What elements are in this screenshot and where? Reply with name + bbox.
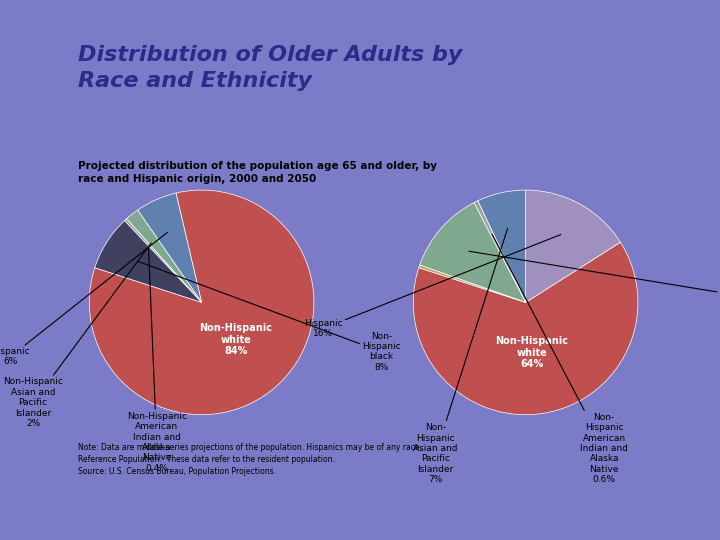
Text: Non-
Hispanic
black
8%: Non- Hispanic black 8% [138, 261, 400, 372]
Wedge shape [125, 219, 202, 302]
Wedge shape [89, 190, 314, 415]
Wedge shape [95, 221, 202, 302]
Wedge shape [478, 190, 526, 302]
Text: Hispanic
6%: Hispanic 6% [0, 232, 168, 366]
Text: Note: Data are middle-series projections of the population. Hispanics may be of : Note: Data are middle-series projections… [78, 443, 422, 476]
Text: Non-
Hispanic
Asian and
Pacific
Islander
7%: Non- Hispanic Asian and Pacific Islander… [413, 228, 508, 484]
Wedge shape [127, 210, 202, 302]
Text: Non-Hispanic
white
64%: Non-Hispanic white 64% [495, 336, 568, 369]
Wedge shape [419, 265, 526, 302]
Wedge shape [138, 193, 202, 302]
Text: Non-Hispanic
white
84%: Non-Hispanic white 84% [199, 323, 272, 356]
Text: 2000: 2000 [210, 212, 248, 226]
Text: 2050: 2050 [523, 212, 562, 226]
Wedge shape [413, 242, 638, 415]
Wedge shape [420, 202, 526, 302]
Wedge shape [474, 201, 526, 302]
Text: Non-
Hispanic
black
12%: Non- Hispanic black 12% [469, 251, 720, 316]
Text: Non-Hispanic
Asian and
Pacific
Islander
2%: Non-Hispanic Asian and Pacific Islander … [3, 243, 151, 428]
Text: Non-Hispanic
American
Indian and
Alaska
Native
0.4%: Non-Hispanic American Indian and Alaska … [127, 247, 186, 473]
Text: Distribution of Older Adults by
Race and Ethnicity: Distribution of Older Adults by Race and… [78, 45, 462, 91]
Text: Hispanic
16%: Hispanic 16% [304, 234, 561, 338]
Text: Projected distribution of the population age 65 and older, by
race and Hispanic : Projected distribution of the population… [78, 161, 437, 185]
Text: Non-
Hispanic
American
Indian and
Alaska
Native
0.6%: Non- Hispanic American Indian and Alaska… [492, 234, 628, 484]
Wedge shape [526, 190, 621, 302]
